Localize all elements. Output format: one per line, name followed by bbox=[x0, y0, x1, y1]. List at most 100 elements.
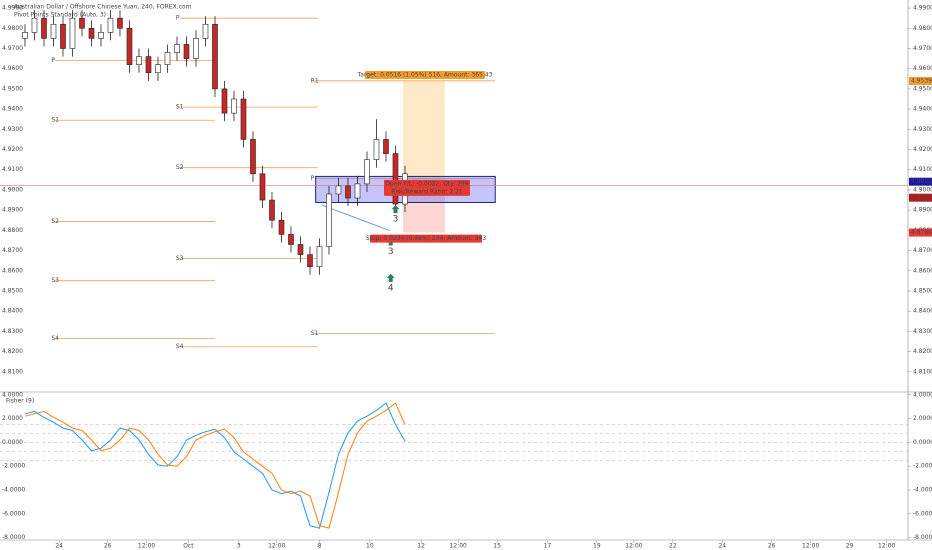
target-zone bbox=[403, 81, 445, 189]
y-tick-label: 4.8900 bbox=[913, 207, 932, 214]
candle-body bbox=[126, 27, 133, 65]
y-tick-label: 4.8500 bbox=[913, 287, 932, 294]
candle-body bbox=[326, 193, 332, 247]
y-tick-label-left: 4.9100 bbox=[2, 166, 23, 173]
candle-body bbox=[88, 27, 95, 39]
y-tick-label-left: 4.9000 bbox=[2, 186, 23, 193]
y-tick-label: 2.0000 bbox=[913, 415, 932, 422]
pivot-label: P bbox=[51, 57, 55, 64]
candle-body bbox=[335, 185, 342, 195]
y-tick-label-left: 4.9300 bbox=[2, 126, 23, 133]
pivot-label: S4 bbox=[51, 335, 59, 342]
y-tick-label: 4.9200 bbox=[913, 146, 932, 153]
y-tick-label-left: 4.9700 bbox=[2, 45, 23, 52]
y-tick-label: 0.0000 bbox=[913, 439, 932, 446]
candle-body bbox=[240, 98, 247, 140]
y-tick-label-left: 4.9800 bbox=[2, 25, 23, 32]
y-tick-label-left: -4.0000 bbox=[2, 487, 25, 494]
candle-body bbox=[202, 23, 209, 39]
y-tick-label-left: 2.0000 bbox=[2, 415, 23, 422]
pivot-label: R1 bbox=[311, 77, 319, 84]
pivot-label: S3 bbox=[176, 255, 184, 262]
candle-body bbox=[250, 139, 256, 175]
candle-body bbox=[183, 44, 190, 59]
target-price-label-box bbox=[909, 77, 932, 86]
x-tick-label: Oct bbox=[183, 543, 194, 550]
candle-body bbox=[50, 23, 57, 39]
x-tick-label: 12:00 bbox=[138, 543, 155, 550]
y-tick-label: -4.0000 bbox=[913, 487, 932, 494]
x-tick-label: 29 bbox=[846, 543, 854, 550]
y-tick-label: 4.9700 bbox=[913, 45, 932, 52]
signal-label: 4 bbox=[388, 283, 394, 293]
candle-body bbox=[60, 23, 66, 49]
candle-body bbox=[231, 98, 237, 114]
x-tick-label: 12:00 bbox=[268, 543, 285, 550]
y-tick-label: -6.0000 bbox=[913, 510, 932, 517]
y-tick-label-left: 4.9200 bbox=[2, 146, 23, 153]
chart-title: Australian Dollar / Offshore Chinese Yua… bbox=[14, 4, 192, 11]
pivot-label: S2 bbox=[51, 218, 59, 225]
pivot-label: S3 bbox=[51, 277, 59, 284]
candle-body bbox=[316, 246, 323, 268]
y-tick-label-left: 4.8900 bbox=[2, 207, 23, 214]
y-tick-label-left: 4.8200 bbox=[2, 348, 23, 355]
candle-body bbox=[41, 17, 47, 39]
y-tick-label-left: 4.8100 bbox=[2, 368, 23, 375]
y-tick-label: 4.8400 bbox=[913, 308, 932, 315]
y-tick-label-left: -2.0000 bbox=[2, 463, 25, 470]
y-tick-label-left: 4.8700 bbox=[2, 247, 23, 254]
y-tick-label: 4.9100 bbox=[913, 166, 932, 173]
candle-body bbox=[364, 159, 370, 185]
y-tick-label-left: 4.8800 bbox=[2, 227, 23, 234]
stop-label: Stop: 0.0234 (0.48%) 234, Amount: 343 bbox=[366, 235, 487, 242]
y-tick-label-left: 4.8400 bbox=[2, 308, 23, 315]
y-tick-label: 4.9600 bbox=[913, 65, 932, 72]
y-tick-label: 4.8100 bbox=[913, 368, 932, 375]
pivot-label: S2 bbox=[176, 164, 184, 171]
x-tick-label: 8 bbox=[318, 543, 322, 550]
candle-body bbox=[278, 219, 285, 235]
rr-label: Risk/Reward Ratio: 2.21 bbox=[391, 188, 463, 195]
pivot-label: S1 bbox=[311, 330, 319, 337]
stop-zone bbox=[403, 188, 445, 233]
pivot-label: S1 bbox=[51, 117, 59, 124]
candle-body bbox=[79, 17, 85, 29]
x-tick-label: 3 bbox=[237, 543, 241, 550]
y-tick-label: 4.8300 bbox=[913, 328, 932, 335]
x-tick-label: 12 bbox=[417, 543, 425, 550]
x-tick-label: 17 bbox=[544, 543, 552, 550]
candle-body bbox=[307, 254, 313, 268]
x-tick-label: 15 bbox=[493, 543, 501, 550]
candle-body bbox=[297, 244, 304, 255]
stop-price-label: 4.8789 bbox=[911, 229, 932, 236]
y-tick-label: 4.0000 bbox=[913, 391, 932, 398]
candle-body bbox=[259, 173, 266, 201]
target-price-label: 4.9539 bbox=[911, 78, 932, 85]
pivot-label: P bbox=[176, 15, 180, 22]
signal-label: 3 bbox=[393, 215, 399, 225]
pivot-label: S1 bbox=[176, 104, 184, 111]
y-tick-label-left: 4.0000 bbox=[2, 391, 23, 398]
candle-body bbox=[136, 56, 142, 65]
y-tick-label-left: 4.8500 bbox=[2, 287, 23, 294]
countdown: 02:48:47 bbox=[910, 194, 932, 201]
x-tick-label: 12:00 bbox=[878, 543, 895, 550]
x-tick-label: 12:00 bbox=[625, 543, 642, 550]
y-tick-label: -2.0000 bbox=[913, 463, 932, 470]
countdown-box bbox=[909, 193, 932, 202]
candle-body bbox=[174, 44, 180, 53]
candle-body bbox=[221, 88, 228, 114]
x-tick-label: 24 bbox=[718, 543, 726, 550]
x-tick-label: 22 bbox=[669, 543, 677, 550]
pl-box bbox=[384, 179, 470, 196]
y-tick-label: 4.9500 bbox=[913, 85, 932, 92]
fisher-title: Fisher (9) bbox=[6, 398, 34, 405]
x-tick-label: 26 bbox=[104, 543, 112, 550]
y-tick-label: 4.9800 bbox=[913, 25, 932, 32]
y-tick-label-left: 4.8600 bbox=[2, 267, 23, 274]
x-tick-label: 19 bbox=[593, 543, 601, 550]
signal-arrow bbox=[391, 205, 400, 214]
x-tick-label: 26 bbox=[768, 543, 776, 550]
